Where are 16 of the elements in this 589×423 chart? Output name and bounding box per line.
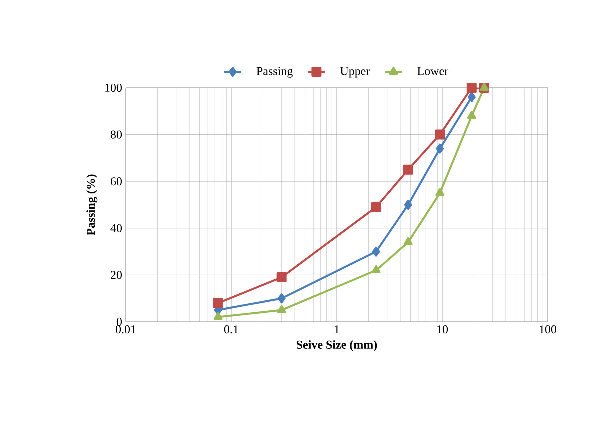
y-tick-label: 0 xyxy=(116,318,122,326)
y-tick-label: 60 xyxy=(110,178,122,186)
x-tick-label: 0.1 xyxy=(224,326,238,334)
x-tick-label: 100 xyxy=(540,326,557,334)
y-tick-label: 40 xyxy=(110,224,122,232)
legend-label: Passing xyxy=(256,67,293,78)
x-tick-label: 1 xyxy=(335,326,340,334)
x-tick-label: 0.01 xyxy=(116,326,136,334)
y-axis-title: Passing (%) xyxy=(86,174,98,236)
y-tick-label: 100 xyxy=(106,84,122,92)
y-tick-label: 20 xyxy=(111,271,122,280)
x-tick-label: 10 xyxy=(438,326,448,334)
legend-label: Upper xyxy=(340,67,370,78)
x-axis-title: Seive Size (mm) xyxy=(296,340,378,352)
legend-label: Lower xyxy=(418,67,448,76)
y-tick-label: 80 xyxy=(110,130,122,139)
